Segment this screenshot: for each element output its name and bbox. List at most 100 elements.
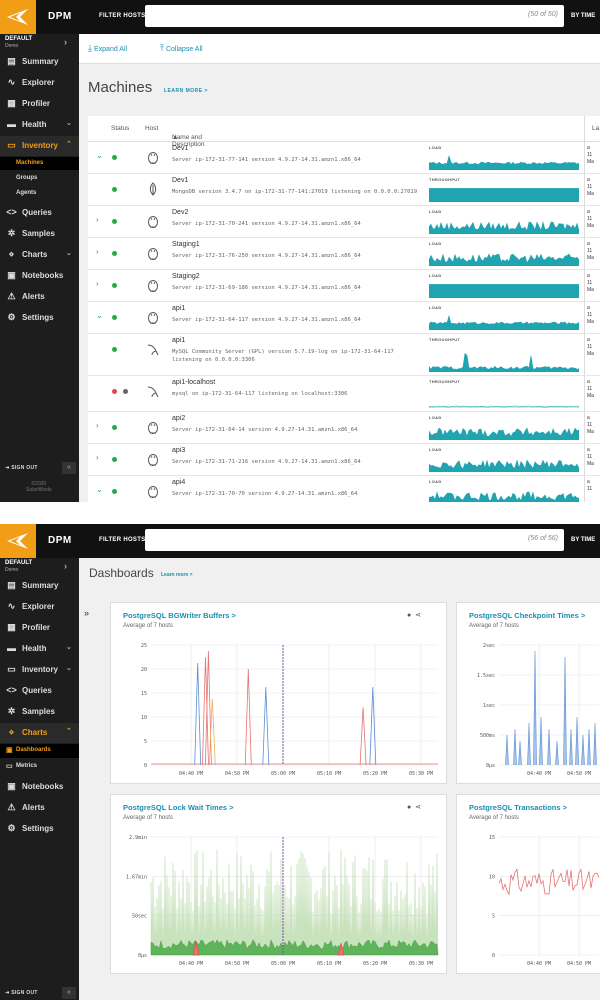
share-icon[interactable]: ⋖ [415, 612, 421, 619]
table-row[interactable]: › Staging1 Server ip-172-31-76-250 version… [88, 238, 600, 270]
nav-health[interactable]: ▬ Health ⌄ [0, 115, 79, 135]
card-title[interactable]: PostgreSQL Checkpoint Times > [469, 611, 586, 620]
col-status[interactable]: Status [111, 125, 130, 132]
table-row[interactable]: › api2 Server ip-172-31-64-14 version 4.9.… [88, 412, 600, 444]
table-row[interactable]: › api3 Server ip-172-31-71-216 version 4.9… [88, 444, 600, 476]
card-title[interactable]: PostgreSQL Lock Wait Times > [123, 803, 234, 812]
by-time-toggle[interactable]: BY TIME [571, 13, 596, 19]
collapse-sidebar-icon[interactable]: « [62, 987, 76, 999]
card-title[interactable]: PostgreSQL BGWriter Buffers > [123, 611, 236, 620]
metric-sparkline[interactable]: LOAD [429, 273, 579, 299]
chart-plot[interactable]: 15 10 5 0 04:40 PM 04:50 PM [457, 833, 600, 973]
col-host[interactable]: Host [145, 125, 159, 132]
chevron-down-icon[interactable]: ⌄ [96, 485, 103, 494]
chevron-right-icon[interactable]: › [96, 279, 99, 288]
table-row[interactable]: › Staging2 Server ip-172-31-69-186 version… [88, 270, 600, 302]
nav-notebooks[interactable]: ▣ Notebooks [0, 266, 79, 286]
collapse-sidebar-icon[interactable]: « [62, 462, 76, 474]
info-icon[interactable]: ● [407, 804, 412, 811]
solarwinds-logo-icon[interactable] [0, 524, 36, 558]
sign-out-link[interactable]: ⇥ SIGN OUT [5, 990, 38, 996]
learn-more-link[interactable]: Learn more > [161, 572, 193, 578]
table-row[interactable]: ⌄ api4 Server ip-172-31-70-70 version 4.9.… [88, 476, 600, 502]
host-name[interactable]: Staging2 [172, 273, 200, 280]
solarwinds-logo-icon[interactable] [0, 0, 36, 34]
metric-sparkline[interactable]: THROUGHPUT [429, 337, 579, 373]
subnav-metrics[interactable]: ▭ Metrics [0, 760, 79, 774]
subnav-groups[interactable]: Groups [0, 172, 79, 185]
expand-all-button[interactable]: ⤓ Expand All [88, 43, 127, 54]
chevron-right-icon[interactable]: › [64, 37, 67, 47]
metric-sparkline[interactable]: THROUGHPUT [429, 379, 579, 409]
nav-summary[interactable]: ▤ Summary [0, 576, 79, 596]
nav-inventory[interactable]: ▭ Inventory ⌄ [0, 660, 79, 680]
host-name[interactable]: Dev1 [172, 177, 189, 184]
by-time-toggle[interactable]: BY TIME [571, 537, 596, 543]
host-name[interactable]: api2 [172, 415, 186, 422]
host-name[interactable]: Staging1 [172, 241, 200, 248]
chart-plot[interactable]: 2sec 1.5sec 1sec 500ms 0µs 04:40 PM 04:50 PM [457, 641, 600, 783]
nav-alerts[interactable]: ⚠ Alerts [0, 287, 79, 307]
table-row[interactable]: api1-localhost mysql on ip-172-31-64-117 … [88, 376, 600, 412]
collapse-all-button[interactable]: ⤒ Collapse All [160, 43, 203, 54]
chevron-right-icon[interactable]: › [96, 453, 99, 462]
table-row[interactable]: › Dev2 Server ip-172-31-70-241 version 4.9… [88, 206, 600, 238]
nav-inventory[interactable]: ▭ Inventory ⌃ [0, 136, 79, 156]
chevron-down-icon[interactable]: ⌄ [96, 151, 103, 160]
host-name[interactable]: Dev2 [172, 209, 189, 216]
sign-out-link[interactable]: ⇥ SIGN OUT [5, 465, 38, 471]
metric-sparkline[interactable]: LOAD [429, 241, 579, 267]
nav-settings[interactable]: ⚙ Settings [0, 819, 79, 839]
subnav-dashboards[interactable]: ▣ Dashboards [0, 744, 79, 758]
nav-samples[interactable]: ✲ Samples [0, 224, 79, 244]
chart-plot[interactable]: 25 20 15 10 5 0 04:40 PM 04:50 PM 05:00 PM 05:10 … [111, 641, 446, 783]
metric-sparkline[interactable]: THROUGHPUT [429, 177, 579, 203]
chevron-right-icon[interactable]: › [96, 247, 99, 256]
nav-profiler[interactable]: ▦ Profiler [0, 94, 79, 114]
host-name[interactable]: api4 [172, 479, 186, 486]
filter-hosts-input[interactable]: (50 of 50) [145, 5, 564, 27]
metric-sparkline[interactable]: LOAD [429, 305, 579, 331]
host-name[interactable]: api3 [172, 447, 186, 454]
nav-samples[interactable]: ✲ Samples [0, 702, 79, 722]
table-row[interactable]: Dev1 MongoDB version 3.4.7 on ip-172-31-7… [88, 174, 600, 206]
table-row[interactable]: ⌄ Dev1 Server ip-172-31-77-141 version 4.9… [88, 142, 600, 174]
host-name[interactable]: Dev1 [172, 145, 189, 152]
host-name[interactable]: api1-localhost [172, 379, 216, 386]
nav-queries[interactable]: <> Queries [0, 203, 79, 223]
org-name[interactable]: DEFAULT [5, 36, 33, 42]
nav-settings[interactable]: ⚙ Settings [0, 308, 79, 328]
org-name[interactable]: DEFAULT [5, 560, 33, 566]
metric-sparkline[interactable]: LOAD [429, 145, 579, 171]
metric-sparkline[interactable]: LOAD [429, 479, 579, 502]
info-icon[interactable]: ● [407, 612, 412, 619]
table-row[interactable]: api1 MySQL Community Server (GPL) version… [88, 334, 600, 376]
card-title[interactable]: PostgreSQL Transactions > [469, 803, 568, 812]
nav-charts[interactable]: ⋄ Charts ⌃ [0, 723, 79, 743]
nav-explorer[interactable]: ∿ Explorer [0, 73, 79, 93]
nav-charts[interactable]: ⋄ Charts ⌄ [0, 245, 79, 265]
nav-profiler[interactable]: ▦ Profiler [0, 618, 79, 638]
metric-sparkline[interactable]: LOAD [429, 415, 579, 441]
chart-plot[interactable]: 2.9min 1.67min 50sec 0µs 04:40 PM 04:50 PM 05:… [111, 833, 446, 973]
learn-more-link[interactable]: LEARN MORE > [164, 88, 208, 94]
col-last[interactable]: La [592, 125, 600, 132]
filter-hosts-input[interactable]: (56 of 56) [145, 529, 564, 551]
expand-panel-icon[interactable]: » [84, 608, 90, 618]
chevron-down-icon[interactable]: ⌄ [96, 311, 103, 320]
nav-alerts[interactable]: ⚠ Alerts [0, 798, 79, 818]
nav-queries[interactable]: <> Queries [0, 681, 79, 701]
chevron-right-icon[interactable]: › [96, 215, 99, 224]
host-name[interactable]: api1 [172, 337, 186, 344]
table-row[interactable]: ⌄ api1 Server ip-172-31-64-117 version 4.9… [88, 302, 600, 334]
subnav-agents[interactable]: Agents [0, 187, 79, 200]
nav-explorer[interactable]: ∿ Explorer [0, 597, 79, 617]
nav-notebooks[interactable]: ▣ Notebooks [0, 777, 79, 797]
host-name[interactable]: api1 [172, 305, 186, 312]
subnav-machines[interactable]: Machines [0, 157, 79, 170]
metric-sparkline[interactable]: LOAD [429, 447, 579, 473]
nav-health[interactable]: ▬ Health ⌄ [0, 639, 79, 659]
nav-summary[interactable]: ▤ Summary [0, 52, 79, 72]
share-icon[interactable]: ⋖ [415, 804, 421, 811]
metric-sparkline[interactable]: LOAD [429, 209, 579, 235]
